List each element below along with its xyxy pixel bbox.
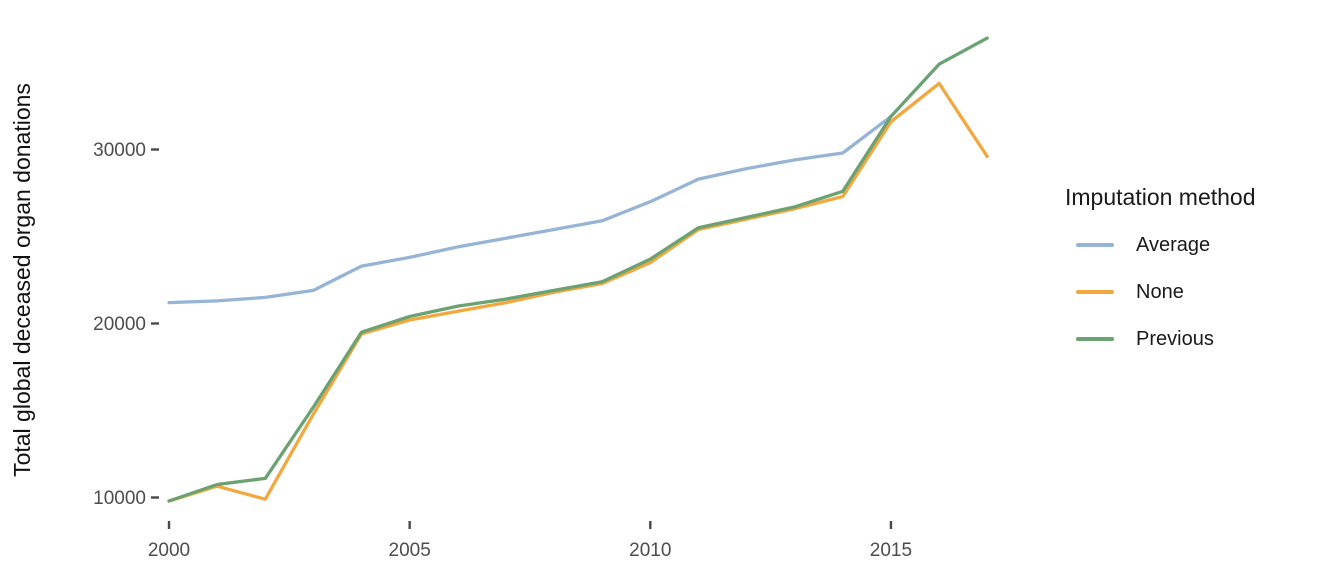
legend-title: Imputation method [1065,184,1256,210]
series-line-previous [167,36,989,503]
y-tick-label: 30000 [93,140,146,161]
legend-item-none: None [1063,279,1184,305]
legend-key-line-previous [1076,337,1114,341]
series-line-average [167,114,893,305]
legend-item-previous: Previous [1063,326,1214,352]
y-axis-title: Total global deceased organ donations [9,83,35,477]
x-tick-label: 2000 [148,540,190,561]
x-tick-label: 2015 [870,540,912,561]
y-tick-label: 10000 [93,488,146,509]
y-tick-label: 20000 [93,314,146,335]
legend-item-average: Average [1063,232,1210,258]
legend-item-label: Previous [1136,327,1214,350]
x-tick-label: 2005 [389,540,431,561]
legend-item-label: Average [1136,233,1211,256]
legend-item-label: None [1136,280,1184,303]
legend-key-line-none [1076,290,1114,294]
legend-key-line-average [1076,243,1114,247]
x-tick-label: 2010 [629,540,671,561]
series-line-none [167,81,989,503]
